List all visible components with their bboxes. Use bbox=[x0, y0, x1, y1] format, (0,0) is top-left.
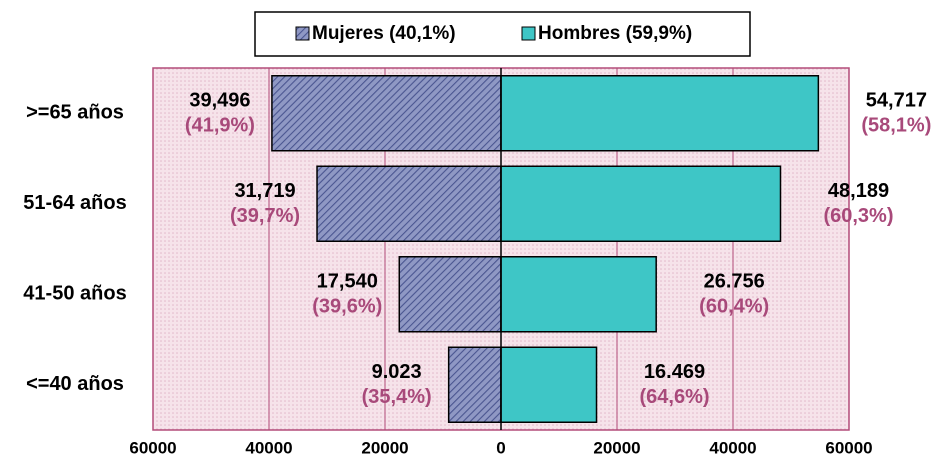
bar bbox=[271, 75, 502, 152]
share-label: (58,1%) bbox=[861, 115, 931, 137]
bar bbox=[447, 346, 502, 423]
bar bbox=[316, 165, 502, 242]
x-tick-label: 0 bbox=[496, 438, 505, 457]
bar bbox=[500, 165, 782, 242]
y-tick-label: >=65 años bbox=[26, 102, 124, 124]
bar bbox=[398, 256, 502, 333]
bars bbox=[271, 75, 820, 423]
value-label: 9.023 bbox=[372, 361, 422, 383]
share-label: (60,4%) bbox=[699, 296, 769, 318]
legend-swatch bbox=[295, 26, 310, 41]
share-label: (64,6%) bbox=[640, 386, 710, 408]
x-tick-label: 60000 bbox=[825, 438, 872, 457]
value-label: 31,719 bbox=[234, 180, 295, 202]
y-tick-label: 41-50 años bbox=[23, 283, 126, 305]
share-label: (35,4%) bbox=[362, 386, 432, 408]
x-tick-label: 20000 bbox=[593, 438, 640, 457]
share-label: (39,7%) bbox=[230, 205, 300, 227]
x-tick-label: 60000 bbox=[129, 438, 176, 457]
legend-label: Mujeres (40,1%) bbox=[312, 23, 456, 44]
y-tick-label: <=40 años bbox=[26, 373, 124, 395]
legend bbox=[254, 11, 751, 57]
legend-label: Hombres (59,9%) bbox=[538, 23, 692, 44]
labels: 60000 40000 20000 0 20000 40000 60000 >=65 años… bbox=[23, 90, 931, 458]
share-label: (39,6%) bbox=[312, 296, 382, 318]
value-label: 26.756 bbox=[704, 271, 765, 293]
x-tick-label: 40000 bbox=[245, 438, 292, 457]
legend-swatch bbox=[521, 26, 536, 41]
x-tick-label: 20000 bbox=[361, 438, 408, 457]
bar bbox=[500, 75, 820, 152]
bar bbox=[500, 256, 657, 333]
x-tick-label: 40000 bbox=[709, 438, 756, 457]
value-label: 16.469 bbox=[644, 361, 705, 383]
share-label: (41,9%) bbox=[185, 115, 255, 137]
y-tick-label: 51-64 años bbox=[23, 192, 126, 214]
value-label: 17,540 bbox=[317, 271, 378, 293]
value-label: 48,189 bbox=[828, 180, 889, 202]
value-label: 39,496 bbox=[189, 90, 250, 112]
share-label: (60,3%) bbox=[823, 205, 893, 227]
value-label: 54,717 bbox=[866, 90, 927, 112]
bar bbox=[500, 346, 598, 423]
